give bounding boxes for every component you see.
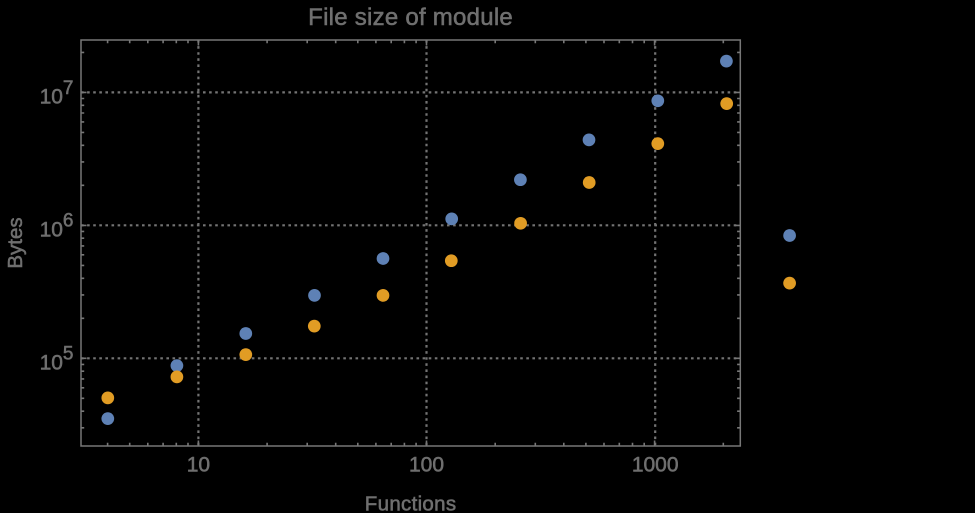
svg-text:File size of module: File size of module (308, 4, 513, 31)
svg-text:Bytes: Bytes (4, 217, 27, 268)
svg-text:10: 10 (187, 453, 210, 476)
svg-text:1000: 1000 (632, 453, 679, 476)
svg-text:100: 100 (409, 453, 444, 476)
svg-text:Functions: Functions (365, 493, 457, 513)
